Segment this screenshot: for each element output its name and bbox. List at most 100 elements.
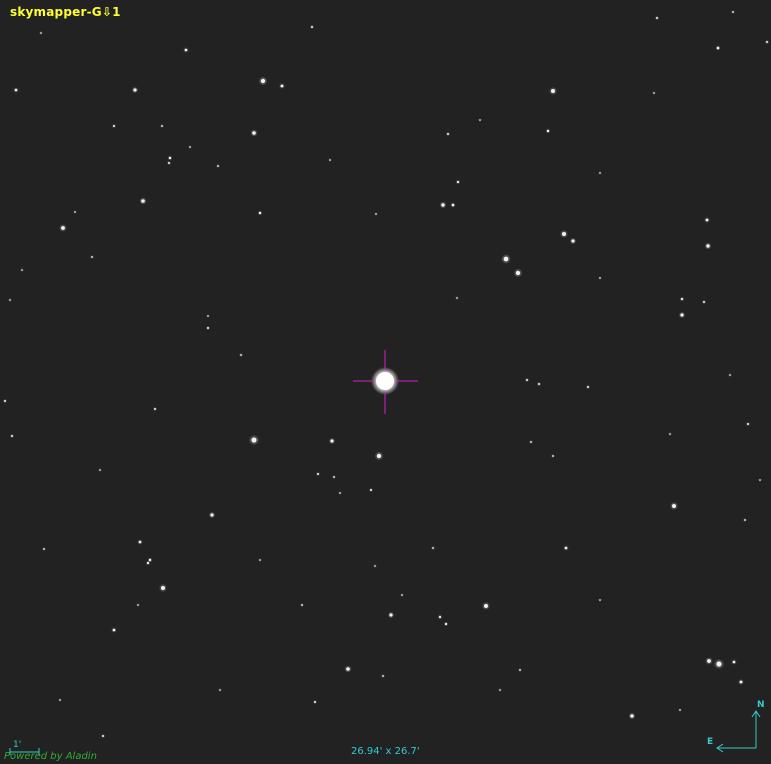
star — [259, 559, 261, 561]
star — [91, 256, 93, 258]
star — [9, 299, 11, 301]
star — [260, 78, 266, 84]
star — [451, 203, 455, 207]
star — [484, 604, 488, 608]
star — [703, 301, 705, 303]
target-star[interactable] — [371, 367, 399, 395]
survey-name-label[interactable]: skymapper-G⇩1 — [10, 5, 121, 19]
star — [280, 84, 284, 88]
star — [716, 46, 720, 50]
star — [441, 203, 445, 207]
star — [438, 615, 442, 619]
star — [168, 162, 170, 164]
star — [112, 628, 116, 632]
star — [729, 374, 731, 376]
star — [599, 599, 601, 601]
star — [154, 408, 156, 410]
star — [184, 48, 188, 52]
star — [599, 277, 601, 279]
star — [680, 297, 684, 301]
star — [168, 156, 172, 160]
star — [526, 379, 528, 381]
star — [744, 519, 746, 521]
star — [252, 131, 256, 135]
star — [113, 125, 115, 127]
star — [656, 17, 658, 19]
star — [630, 714, 634, 718]
star — [219, 689, 221, 691]
star — [552, 455, 554, 457]
star — [43, 548, 45, 550]
star — [207, 315, 209, 317]
star — [314, 701, 316, 703]
star — [732, 11, 734, 13]
scale-bar-label: 1' — [13, 740, 22, 750]
star — [653, 92, 655, 94]
compass-north-label: N — [757, 700, 765, 710]
compass-east-label: E — [707, 737, 714, 747]
star — [739, 680, 743, 684]
star — [456, 180, 460, 184]
star — [732, 660, 736, 664]
star — [382, 675, 384, 677]
star — [330, 439, 334, 443]
star — [11, 435, 13, 437]
star — [161, 586, 165, 590]
star — [679, 709, 681, 711]
star — [546, 129, 550, 133]
star — [766, 41, 768, 43]
star — [515, 270, 521, 276]
star — [562, 232, 566, 236]
star — [705, 218, 709, 222]
star — [317, 473, 319, 475]
star — [146, 561, 150, 565]
compass-arrows-icon — [716, 710, 761, 753]
star — [141, 199, 145, 203]
star — [374, 565, 376, 567]
star — [571, 239, 575, 243]
scale-bar-icon — [9, 748, 40, 755]
star — [447, 133, 449, 135]
target-star-core — [376, 372, 394, 390]
star — [706, 244, 710, 248]
star — [376, 453, 382, 459]
star — [14, 88, 18, 92]
star — [161, 125, 163, 127]
star — [251, 437, 257, 443]
star — [747, 423, 749, 425]
star — [138, 540, 142, 544]
star — [311, 26, 313, 28]
attribution-label[interactable]: Powered by Aladin — [4, 751, 97, 762]
star — [479, 119, 481, 121]
star — [133, 88, 137, 92]
star — [99, 469, 101, 471]
star — [538, 383, 540, 385]
star — [61, 226, 65, 230]
star — [499, 689, 501, 691]
star-field — [3, 10, 769, 738]
star — [59, 699, 61, 701]
star — [444, 622, 448, 626]
star — [148, 558, 152, 562]
star — [333, 476, 335, 478]
star — [389, 613, 393, 617]
star — [339, 492, 341, 494]
star — [564, 546, 568, 550]
star — [375, 213, 377, 215]
star — [207, 327, 209, 329]
star — [599, 172, 601, 174]
star — [530, 441, 532, 443]
star — [401, 594, 403, 596]
star — [21, 269, 23, 271]
star — [672, 504, 676, 508]
star — [329, 159, 331, 161]
star — [503, 256, 509, 262]
star — [707, 659, 711, 663]
star — [519, 669, 521, 671]
star — [370, 489, 372, 491]
star — [716, 661, 722, 667]
star — [587, 386, 589, 388]
star — [102, 735, 104, 737]
